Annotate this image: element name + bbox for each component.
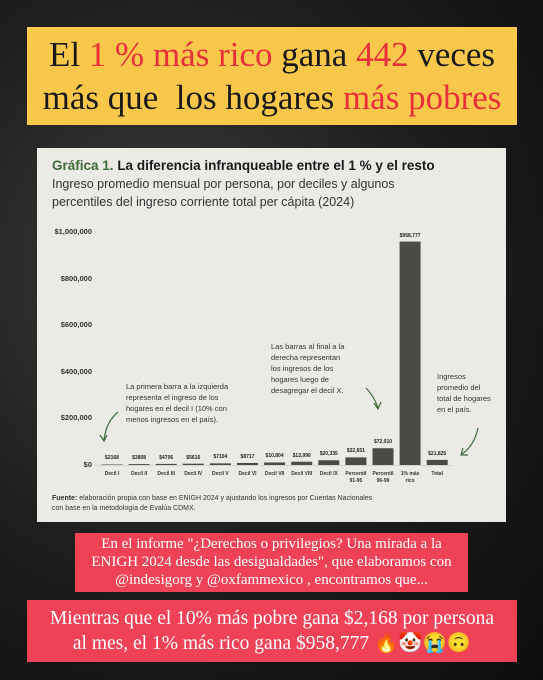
value-label: $2168 xyxy=(105,455,119,462)
annotation-line: La primera barra a la izquierda xyxy=(126,382,229,391)
annotation-line: en el país. xyxy=(437,405,472,414)
x-tick-label: Decil I xyxy=(104,471,120,477)
title-segment: 1 % más rico xyxy=(88,35,273,74)
value-label: $8717 xyxy=(240,453,255,460)
title-segment: 442 xyxy=(356,35,409,74)
chart-title-prefix: Gráfica 1. xyxy=(52,158,114,173)
bar xyxy=(291,461,313,465)
value-label: $72,010 xyxy=(373,439,393,446)
value-label: $20,335 xyxy=(319,451,338,458)
annotation-line: los ingresos de los xyxy=(271,364,334,373)
source: Fuente: elaboración propia con base en E… xyxy=(52,495,372,502)
bar xyxy=(372,448,394,465)
bar xyxy=(426,459,448,465)
bar xyxy=(264,462,286,465)
arrow xyxy=(103,411,119,441)
x-tick-label: 1% más rico xyxy=(400,471,420,484)
bar xyxy=(237,462,258,465)
highlight-box: Mientras que el 10% más pobre gana $2,16… xyxy=(27,600,517,662)
highlight-line: al mes, el 1% más rico gana $958,777 🔥🤡😭… xyxy=(72,633,472,654)
value-label: $10,804 xyxy=(265,453,284,460)
y-tick-label: $600,000 xyxy=(60,320,92,330)
source-text: elaboración propia con base en ENIGH 202… xyxy=(79,495,373,502)
annotation-line: desagregar el decil X. xyxy=(271,386,344,395)
x-tick-label: Decil VI xyxy=(238,471,257,477)
intro-line: En el informe "¿Derechos o privilegios? … xyxy=(101,536,442,552)
annotation-line: Ingresos xyxy=(437,372,466,381)
title-segment: El xyxy=(48,35,89,74)
chart-title: Gráfica 1. La diferencia infranqueable e… xyxy=(52,158,435,173)
title-segment: más pobres xyxy=(342,78,502,117)
annotation-line: hogares en el decil I (10% con xyxy=(126,404,227,413)
title-segment: más que los hogares xyxy=(42,78,343,117)
annotation-line: menos ingresos en el país). xyxy=(126,415,219,424)
source-text: con base en la metodología de Evalúa CDM… xyxy=(52,505,196,512)
x-tick-label: Decil IX xyxy=(319,471,338,477)
x-tick-label: Decil III xyxy=(157,471,175,477)
x-tick-label: Percentil 96-99 xyxy=(372,471,394,484)
chart-card xyxy=(37,148,506,522)
annotation-line: promedio del xyxy=(437,383,481,392)
title-line: El 1 % más rico gana 442 veces xyxy=(27,35,517,75)
intro-box: En el informe "¿Derechos o privilegios? … xyxy=(75,533,468,592)
value-label: $4706 xyxy=(159,454,174,461)
x-tick-label: Decil II xyxy=(131,471,148,477)
arrow xyxy=(365,387,379,409)
x-tick-label: Decil V xyxy=(212,471,229,477)
arrow-head xyxy=(373,401,382,411)
value-label: $21,825 xyxy=(428,450,447,457)
annotation-line: hogares luego de xyxy=(271,375,329,384)
annotation: Ingresos promedio del total de hogares en e… xyxy=(437,371,491,415)
source-label: Fuente: xyxy=(52,495,78,502)
bar xyxy=(128,464,150,465)
x-tick-label: Percentil 91-95 xyxy=(345,471,367,484)
title-segment: gana xyxy=(272,35,357,74)
bar xyxy=(399,241,421,465)
intro-line: ENIGH 2024 desde las desigualdades", que… xyxy=(91,554,452,570)
annotation-line: Las barras al final a la xyxy=(271,342,345,351)
y-tick-label: $1,000,000 xyxy=(54,227,92,236)
value-label: $958,777 xyxy=(399,232,421,239)
value-label: $13,990 xyxy=(292,452,311,459)
bar xyxy=(345,457,367,465)
x-tick-label: Total xyxy=(431,471,443,477)
chart-subtitle: Ingreso promedio mensual por persona, po… xyxy=(52,177,395,191)
value-label: $7104 xyxy=(213,454,228,461)
chart-title-text: La diferencia infranqueable entre el 1 %… xyxy=(117,158,435,173)
annotation: Las barras al final a la derecha represen… xyxy=(271,341,344,396)
annotation: La primera barra a la izquierda represent… xyxy=(126,381,228,425)
x-tick-label: Decil IV xyxy=(184,471,203,477)
bar xyxy=(182,463,204,465)
title-line: más que los hogares más pobres xyxy=(27,78,517,118)
bar xyxy=(318,460,340,465)
value-label: $5616 xyxy=(186,454,201,461)
highlight-line: Mientras que el 10% más pobre gana $2,16… xyxy=(49,608,495,629)
x-tick-label: Decil VIII xyxy=(291,471,313,477)
y-tick-label: $800,000 xyxy=(60,273,92,283)
value-label: $32,651 xyxy=(346,448,365,455)
title-segment: veces xyxy=(408,35,496,74)
y-tick-label: $200,000 xyxy=(60,413,92,423)
arrow xyxy=(461,427,479,455)
annotation-line: total de hogares xyxy=(437,394,491,403)
title-banner: El 1 % más rico gana 442 veces más que lo… xyxy=(27,27,517,125)
bar xyxy=(209,463,231,465)
intro-line: @indesigorg y @oxfammexico , encontramos… xyxy=(115,572,428,588)
x-tick-label: Decil VII xyxy=(264,471,285,477)
arrow-head xyxy=(99,434,108,443)
annotation-line: representa el ingreso de los xyxy=(126,393,219,402)
y-tick-label: $400,000 xyxy=(60,366,92,376)
bar xyxy=(101,464,123,465)
y-tick-label: $0 xyxy=(83,460,92,469)
bar xyxy=(155,463,177,465)
value-label: $3808 xyxy=(132,455,147,462)
arrow-head xyxy=(460,447,468,456)
chart-subtitle: percentiles del ingreso corriente total … xyxy=(52,195,355,209)
annotation-line: derecha representan xyxy=(271,353,341,362)
